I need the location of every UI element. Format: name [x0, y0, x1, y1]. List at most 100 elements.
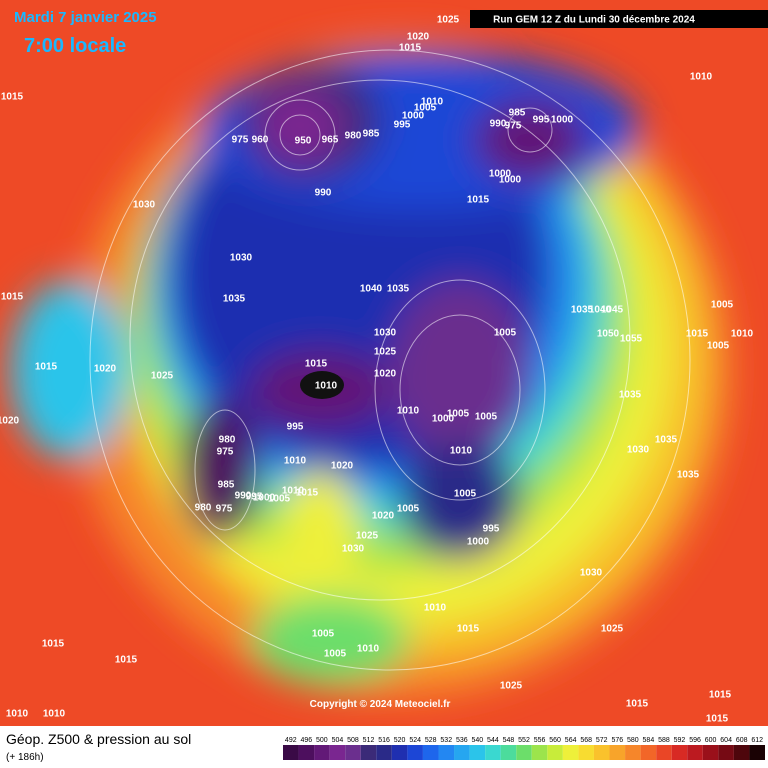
legend-swatch: [345, 745, 361, 760]
legend-swatch: [749, 745, 765, 760]
isobar-label: 1010: [282, 486, 305, 497]
isobar-label: 1005: [454, 489, 477, 500]
legend-label: 604: [720, 737, 732, 744]
legend-swatch: [687, 745, 703, 760]
isobar-label: 1005: [475, 412, 498, 423]
legend-swatch: [329, 745, 346, 760]
isobar-label: 1035: [223, 294, 246, 305]
isobar-label: 1025: [356, 531, 379, 542]
isobar-label: 1005: [414, 103, 437, 114]
legend-label: 596: [689, 737, 701, 744]
legend-swatch: [718, 745, 734, 760]
isobar-label: 1010: [397, 406, 420, 417]
legend-label: 516: [378, 737, 390, 744]
legend-label: 584: [643, 737, 655, 744]
legend-swatch: [593, 745, 610, 760]
time: 7:00 locale: [24, 35, 126, 57]
isobar-label: 1010: [731, 329, 754, 340]
legend-label: 576: [611, 737, 623, 744]
isobar-label: 1025: [500, 681, 523, 692]
isobar-label: 995: [483, 524, 500, 535]
isobar-label: 1010: [450, 446, 473, 457]
legend-label: 552: [518, 737, 530, 744]
legend-label: 568: [580, 737, 592, 744]
isobar-label: 980: [345, 131, 362, 142]
legend-swatch: [625, 745, 641, 760]
isobar-label: 990: [315, 188, 332, 199]
legend-swatch: [438, 745, 455, 760]
isobar-label: 1010: [690, 72, 713, 83]
footer-subtitle: (+ 186h): [6, 752, 44, 763]
isobar-label: 1005: [707, 341, 730, 352]
isobar-label: 1010: [6, 709, 29, 720]
isobar-label: 1015: [626, 699, 649, 710]
run-info: Run GEM 12 Z du Lundi 30 décembre 2024: [493, 15, 695, 26]
isobar-label: 980: [195, 503, 212, 514]
isobar-label: 1010: [357, 644, 380, 655]
isobar-label: 1005: [711, 300, 734, 311]
isobar-label: 1015: [296, 488, 319, 499]
isobar-label: 1030: [230, 253, 253, 264]
isobar-label: 1015: [1, 292, 24, 303]
legend-label: 512: [363, 737, 375, 744]
isobar-label: 1020: [407, 32, 430, 43]
copyright: Copyright © 2024 Meteociel.fr: [310, 699, 451, 710]
isobar-label: 1010: [315, 381, 338, 392]
isobar-label: 1055: [620, 334, 643, 345]
legend-swatch: [562, 745, 579, 760]
isobar-label: 1000: [467, 537, 490, 548]
legend-swatch: [671, 745, 688, 760]
isobar-label: 985: [218, 480, 235, 491]
legend-swatch: [702, 745, 719, 760]
legend-label: 496: [300, 737, 312, 744]
legend-swatch: [391, 745, 408, 760]
footer-title: Géop. Z500 & pression au sol: [6, 731, 191, 747]
legend-swatch: [485, 745, 501, 760]
isobar-label: 1025: [151, 371, 174, 382]
isobar-label: 995: [287, 422, 304, 433]
legend-label: 592: [674, 737, 686, 744]
legend-swatch: [469, 745, 486, 760]
isobar-label: 975: [232, 135, 249, 146]
legend-swatch: [609, 745, 626, 760]
legend-swatch: [516, 745, 532, 760]
isobar-label: 1005: [494, 328, 517, 339]
isobar-label: 1025: [437, 15, 460, 26]
legend-swatch: [578, 745, 594, 760]
isobar-label: 1005: [312, 629, 335, 640]
legend-label: 588: [658, 737, 670, 744]
legend-swatch: [531, 745, 548, 760]
legend-label: 536: [456, 737, 468, 744]
legend-swatch: [733, 745, 750, 760]
isobar-label: 1015: [457, 624, 480, 635]
isobar-label: 1005: [397, 504, 420, 515]
legend-swatch: [407, 745, 423, 760]
isobar-label: 1000: [499, 175, 522, 186]
isobar-label: 1025: [374, 347, 397, 358]
isobar-label: 1000: [402, 111, 425, 122]
legend-label: 600: [705, 737, 717, 744]
isobar-label: 980: [219, 435, 236, 446]
low-core: [300, 371, 344, 399]
isobar-label: 990: [235, 491, 252, 502]
legend-swatch: [314, 745, 330, 760]
isobar-label: 1000: [432, 414, 455, 425]
legend-swatch: [360, 745, 377, 760]
isobar-label: 1000: [551, 115, 574, 126]
isobar-label: 1015: [709, 690, 732, 701]
legend-label: 520: [394, 737, 406, 744]
isobar-label: 1010: [43, 709, 66, 720]
isobar-label: 965: [322, 135, 339, 146]
isobar-label: 975: [505, 121, 522, 132]
legend-label: 548: [503, 737, 515, 744]
isobar-label: 1005: [268, 494, 291, 505]
isobar-label: 985: [509, 108, 526, 119]
isobar-label: 1000: [253, 493, 276, 504]
isobar-label: 1020: [374, 369, 397, 380]
isobar-label: 1030: [580, 568, 603, 579]
geopotential-field: [0, 0, 768, 726]
legend-swatch: [376, 745, 392, 760]
date: Mardi 7 janvier 2025: [14, 9, 157, 26]
